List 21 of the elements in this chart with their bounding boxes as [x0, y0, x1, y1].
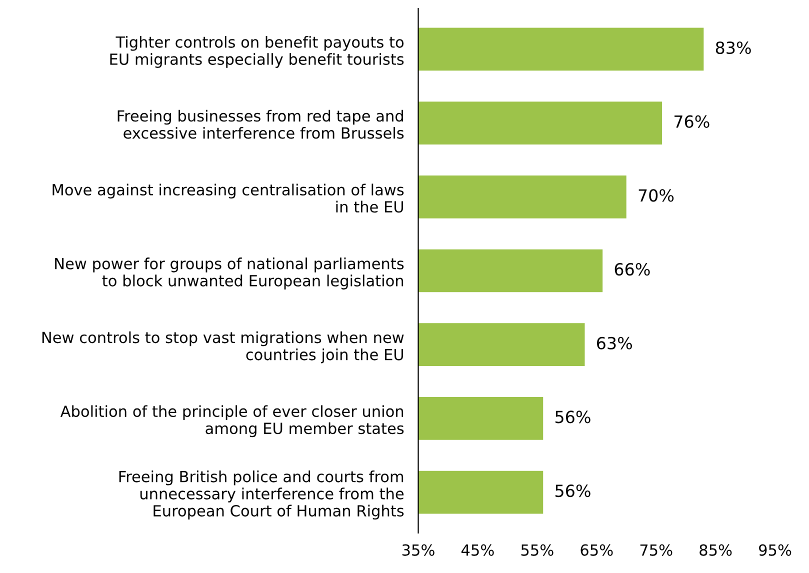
y-tick-label: New controls to stop vast migrations when new countries join the EU — [42, 331, 404, 364]
data-label: 63% — [597, 336, 632, 350]
y-tick-label: New power for groups of national parliaments to block unwanted European legislation — [55, 258, 404, 290]
data-label: 83% — [716, 41, 751, 54]
x-tick-label: 85% — [700, 544, 732, 556]
x-tick-label: 95% — [759, 544, 792, 556]
y-tick-label: Move against increasing centralisation of laws in the EU — [52, 184, 404, 213]
x-tick-label: 55% — [521, 544, 554, 556]
y-tick-label: Freeing British police and courts from unnecessary interference from the European Court of Human Rights — [119, 470, 404, 520]
x-tick-label: 75% — [640, 544, 672, 556]
y-tick-label: Abolition of the principle of ever closer union among EU member states — [60, 405, 404, 438]
x-tick-label: 45% — [461, 544, 494, 556]
data-label: 56% — [556, 410, 590, 424]
data-label: 66% — [614, 262, 650, 276]
data-label: 76% — [674, 115, 710, 128]
y-tick-label: Tighter controls on benefit payouts to EU migrants especially benefit tourists — [110, 36, 404, 68]
data-label: 56% — [556, 484, 590, 498]
y-tick-label: Freeing businesses from red tape and excessive interference from Brussels — [118, 110, 404, 139]
x-tick-label: 35% — [402, 544, 434, 556]
x-tick-label: 65% — [580, 544, 613, 556]
data-label: 70% — [638, 189, 674, 202]
